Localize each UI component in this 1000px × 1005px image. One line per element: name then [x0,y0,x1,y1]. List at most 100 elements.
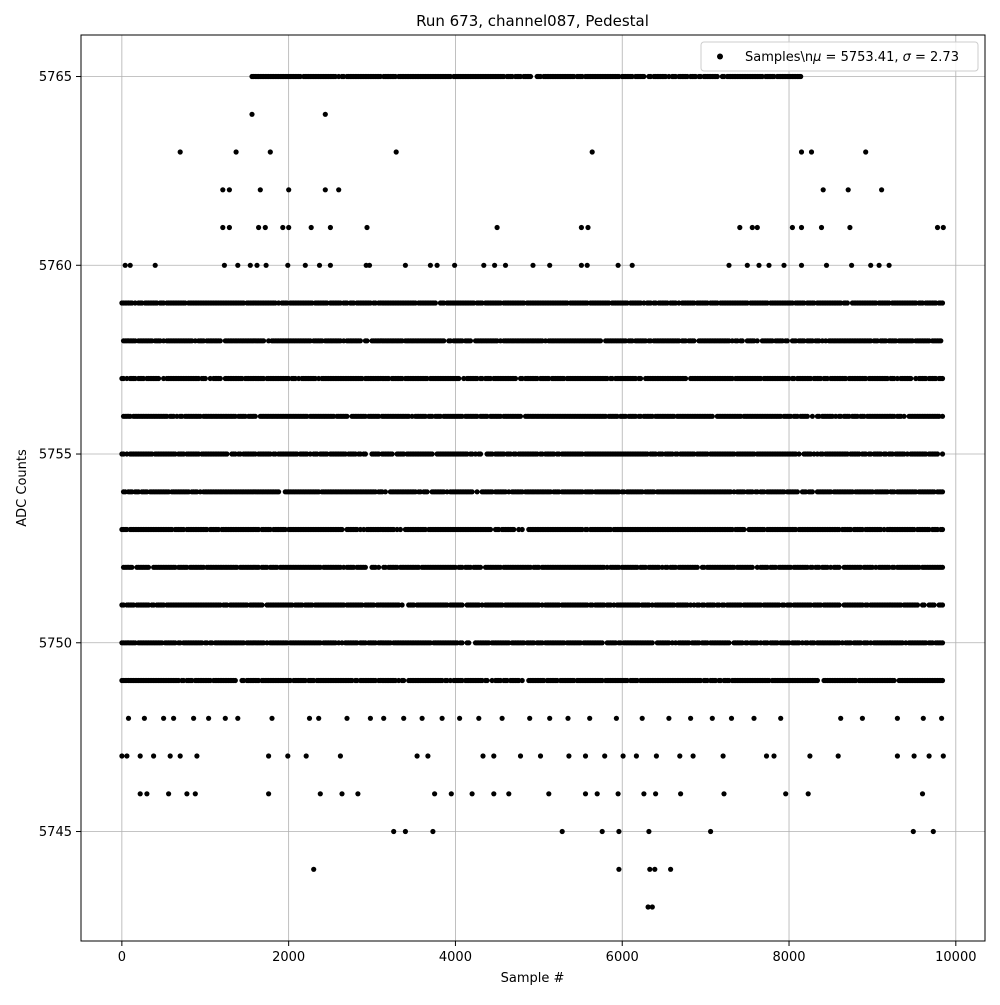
data-point [128,263,133,268]
data-point [595,791,600,796]
data-point [203,376,208,381]
data-point [481,263,486,268]
data-point [400,602,405,607]
data-point [745,263,750,268]
data-point [470,489,475,494]
data-point [666,716,671,721]
data-point [166,791,171,796]
data-point [470,791,475,796]
data-point [653,791,658,796]
data-point [602,753,607,758]
data-point [726,263,731,268]
data-point [781,263,786,268]
data-point [383,489,388,494]
data-point [630,263,635,268]
data-point [323,112,328,117]
data-point [547,716,552,721]
data-point [940,414,945,419]
data-point [390,451,395,456]
data-point [616,829,621,834]
data-point [520,678,525,683]
data-point [303,263,308,268]
data-point [806,791,811,796]
data-point [920,791,925,796]
data-point [538,753,543,758]
data-point [156,376,161,381]
data-point [452,263,457,268]
data-point [430,829,435,834]
data-point [161,716,166,721]
data-point [119,753,124,758]
data-point [587,716,592,721]
data-point [323,187,328,192]
data-point [151,753,156,758]
data-point [304,753,309,758]
data-point [178,149,183,154]
data-point [721,753,726,758]
data-point [895,753,900,758]
data-point [193,791,198,796]
data-point [488,527,493,532]
data-point [824,263,829,268]
data-point [527,716,532,721]
data-point [614,716,619,721]
data-point [398,527,403,532]
data-point [476,716,481,721]
data-point [810,414,815,419]
data-point [847,225,852,230]
data-point [766,263,771,268]
data-point [415,753,420,758]
data-point [261,338,266,343]
data-point [726,640,731,645]
data-point [129,565,134,570]
data-point [940,451,945,456]
data-point [123,263,128,268]
data-point [654,753,659,758]
data-point [249,112,254,117]
data-point [778,716,783,721]
data-point [868,263,873,268]
data-point [428,263,433,268]
data-point [863,149,868,154]
data-point [590,149,595,154]
grid-layer [81,35,985,941]
data-point [234,149,239,154]
data-point [285,753,290,758]
data-point [931,829,936,834]
data-point [227,225,232,230]
data-point [819,225,824,230]
data-point [895,716,900,721]
data-point [268,149,273,154]
data-point [771,753,776,758]
data-point [269,716,274,721]
data-point [491,791,496,796]
data-point [513,376,518,381]
data-point [598,338,603,343]
data-point [940,565,945,570]
data-point [194,753,199,758]
data-point [253,414,258,419]
data-point [837,565,842,570]
data-point [263,225,268,230]
data-point [254,263,259,268]
data-point [600,829,605,834]
data-point [565,716,570,721]
data-point [233,678,238,683]
data-point [546,791,551,796]
data-point [751,716,756,721]
data-point [940,602,945,607]
data-point [677,753,682,758]
data-point [286,187,291,192]
data-point [235,716,240,721]
data-point [364,225,369,230]
data-point [307,716,312,721]
data-point [815,678,820,683]
data-point [318,791,323,796]
data-point [616,867,621,872]
data-point [171,716,176,721]
data-point [921,716,926,721]
data-point [344,716,349,721]
data-point [583,791,588,796]
data-point [256,225,261,230]
